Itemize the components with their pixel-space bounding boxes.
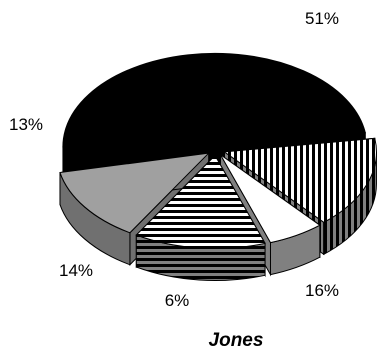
chart-title: Jones: [209, 330, 264, 351]
slice-data-label: 14%: [59, 261, 93, 280]
pie-slice-top: [135, 154, 266, 249]
slice-data-label: 6%: [165, 291, 190, 310]
pie-slice-top: [59, 152, 211, 234]
pie-slice-top: [223, 137, 377, 223]
pie-slice-top: [220, 154, 321, 244]
slice-data-label: 16%: [305, 281, 339, 300]
slice-data-label: 13%: [9, 115, 43, 134]
pie-slice-top: [62, 52, 366, 167]
pie-slice: [135, 153, 266, 281]
slice-data-label: 51%: [305, 9, 339, 28]
